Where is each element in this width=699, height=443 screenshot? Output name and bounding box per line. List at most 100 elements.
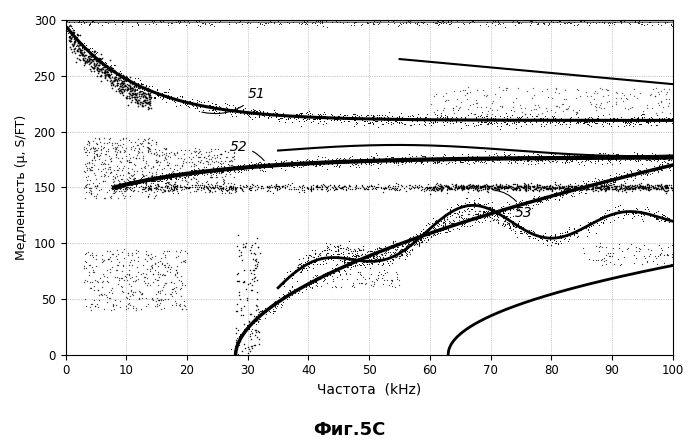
- Point: [631, 116, 642, 123]
- Point: [522, 156, 533, 163]
- Point: [567, 152, 578, 159]
- Point: [651, 121, 663, 128]
- Point: [498, 215, 509, 222]
- Point: [441, 211, 452, 218]
- Point: [234, 335, 245, 342]
- Point: [169, 151, 180, 158]
- Point: [229, 351, 240, 358]
- Point: [656, 154, 667, 161]
- Point: [516, 19, 527, 27]
- Point: [572, 118, 584, 125]
- Point: [245, 336, 257, 343]
- Point: [231, 346, 242, 353]
- Point: [624, 117, 635, 124]
- Point: [557, 192, 568, 199]
- Point: [334, 241, 345, 248]
- Point: [314, 272, 325, 280]
- Point: [398, 115, 409, 122]
- Point: [310, 115, 322, 122]
- Point: [140, 248, 152, 255]
- Point: [160, 183, 171, 190]
- Point: [141, 100, 152, 107]
- Point: [103, 73, 115, 80]
- Point: [439, 114, 450, 121]
- Point: [616, 183, 627, 190]
- Point: [484, 214, 495, 221]
- Point: [138, 93, 149, 101]
- Point: [449, 184, 461, 191]
- Point: [133, 179, 144, 186]
- Point: [82, 58, 93, 65]
- Point: [408, 241, 419, 249]
- Point: [512, 184, 523, 191]
- Point: [610, 183, 621, 190]
- Point: [453, 184, 464, 191]
- Point: [179, 99, 190, 106]
- Point: [338, 159, 350, 167]
- Point: [396, 252, 407, 259]
- Point: [115, 176, 127, 183]
- Point: [404, 113, 415, 120]
- Point: [410, 156, 421, 163]
- Point: [554, 233, 565, 241]
- Point: [603, 120, 614, 128]
- Point: [238, 312, 249, 319]
- Point: [603, 183, 614, 190]
- Point: [566, 157, 577, 164]
- Point: [121, 181, 132, 188]
- Point: [658, 85, 670, 93]
- Point: [509, 185, 520, 192]
- Point: [314, 260, 325, 268]
- Point: [537, 198, 548, 205]
- Point: [507, 117, 519, 124]
- Point: [165, 176, 176, 183]
- Point: [471, 186, 482, 193]
- Point: [250, 313, 261, 320]
- Point: [463, 182, 475, 189]
- Point: [540, 236, 552, 243]
- Point: [401, 19, 412, 27]
- Point: [443, 226, 454, 233]
- Point: [143, 252, 154, 259]
- Point: [513, 225, 524, 232]
- Point: [177, 162, 188, 169]
- Point: [605, 115, 616, 122]
- Point: [431, 90, 442, 97]
- Point: [140, 165, 151, 172]
- Point: [340, 271, 352, 278]
- Point: [579, 184, 590, 191]
- Point: [234, 162, 245, 169]
- Point: [338, 114, 349, 121]
- Point: [305, 119, 317, 126]
- Point: [614, 186, 625, 193]
- Point: [637, 154, 648, 161]
- Point: [554, 231, 565, 238]
- Point: [154, 146, 165, 153]
- Point: [466, 183, 477, 190]
- Point: [656, 166, 668, 173]
- Point: [619, 119, 630, 126]
- Point: [125, 138, 136, 145]
- Point: [79, 250, 90, 257]
- Point: [64, 26, 75, 33]
- Point: [542, 195, 553, 202]
- Point: [373, 113, 384, 120]
- Point: [447, 154, 459, 161]
- Point: [575, 183, 586, 190]
- Point: [449, 184, 461, 191]
- Point: [566, 230, 577, 237]
- Point: [227, 163, 238, 170]
- Point: [361, 115, 372, 122]
- Point: [388, 158, 399, 165]
- Point: [249, 249, 260, 256]
- Point: [235, 184, 246, 191]
- Point: [163, 179, 174, 186]
- Point: [442, 183, 454, 190]
- Point: [159, 261, 171, 268]
- Point: [598, 19, 610, 26]
- Point: [147, 17, 158, 24]
- Point: [600, 243, 612, 250]
- Point: [554, 116, 565, 123]
- Point: [165, 174, 176, 181]
- Point: [650, 254, 661, 261]
